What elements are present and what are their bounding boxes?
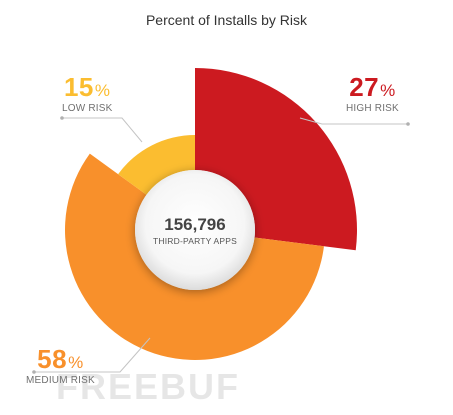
leader-high-risk <box>299 117 408 125</box>
high-risk-value: 27 <box>349 72 380 102</box>
leader-low-risk <box>62 117 143 143</box>
label-high-risk: 27% HIGH RISK <box>346 74 399 114</box>
high-risk-unit: % <box>380 81 396 100</box>
leader-low-risk-dot <box>60 116 64 120</box>
medium-risk-value: 58 <box>37 344 68 374</box>
label-medium-risk: 58% MEDIUM RISK <box>26 346 95 386</box>
slice-medium-risk <box>64 153 324 361</box>
low-risk-value: 15 <box>63 72 94 102</box>
medium-risk-label: MEDIUM RISK <box>26 375 95 386</box>
center-text: 156,796 THIRD-PARTY APPS <box>135 216 255 246</box>
chart-title: Percent of Installs by Risk <box>145 12 308 28</box>
high-risk-label: HIGH RISK <box>346 103 399 114</box>
leader-high-risk-dot <box>406 122 410 126</box>
low-risk-label: LOW RISK <box>62 103 113 114</box>
center-hole <box>135 170 255 290</box>
watermark: FREEBUF <box>56 366 240 407</box>
leader-medium-risk-dot <box>32 370 36 374</box>
label-low-risk: 15% LOW RISK <box>62 74 113 114</box>
medium-risk-unit: % <box>68 353 84 372</box>
slice-high-risk <box>195 68 357 251</box>
slice-low-risk <box>118 135 195 195</box>
center-total: 156,796 <box>164 215 226 234</box>
low-risk-unit: % <box>94 81 111 100</box>
center-caption: THIRD-PARTY APPS <box>153 236 237 246</box>
leader-medium-risk <box>34 337 151 373</box>
